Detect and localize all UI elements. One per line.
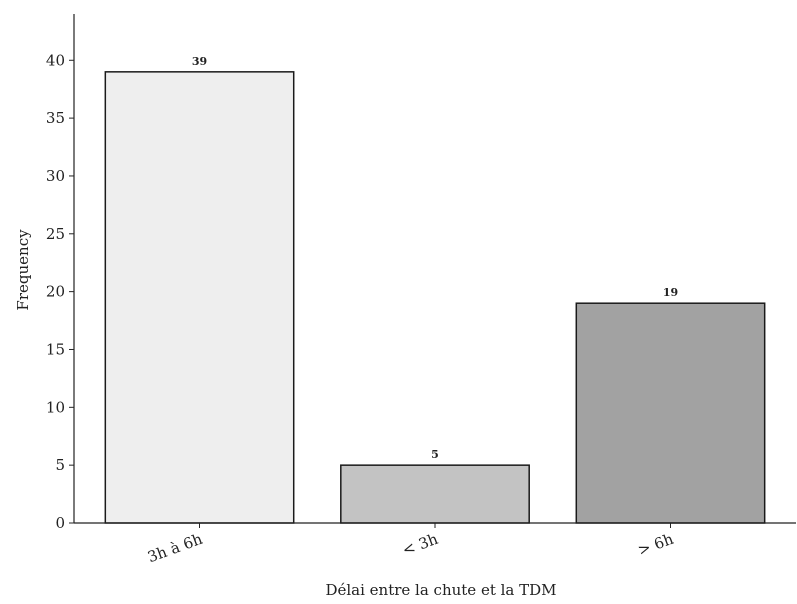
y-tick-label-8: 40	[46, 51, 65, 69]
y-tick-label-4: 20	[46, 283, 65, 301]
data-label-1: 5	[431, 448, 439, 461]
bar-0	[104, 71, 295, 524]
x-axis: 3h à 6h < 3h > 6h	[74, 522, 796, 566]
y-tick-label-0: 0	[55, 514, 65, 532]
y-tick-label-2: 10	[46, 398, 65, 416]
y-axis-label: Frequency	[14, 229, 32, 311]
bars-layer	[104, 71, 766, 524]
data-label-0: 39	[192, 55, 207, 68]
x-tick-label-2: > 6h	[635, 530, 676, 560]
y-axis: 0 5 10 15 20 25 30 35 40	[46, 14, 75, 532]
y-tick-label-3: 15	[46, 340, 65, 358]
data-labels-layer: 39 5 19	[192, 55, 678, 461]
y-tick-label-7: 35	[46, 109, 65, 127]
x-axis-label: Délai entre la chute et la TDM	[325, 581, 556, 599]
data-label-2: 19	[663, 286, 678, 299]
x-tick-label-1: < 3h	[400, 530, 441, 560]
bar-2	[575, 302, 766, 524]
y-tick-label-5: 25	[46, 225, 65, 243]
y-tick-label-1: 5	[55, 456, 65, 474]
bar-1	[340, 464, 530, 524]
y-tick-label-6: 30	[46, 167, 65, 185]
x-tick-label-0: 3h à 6h	[145, 530, 205, 566]
